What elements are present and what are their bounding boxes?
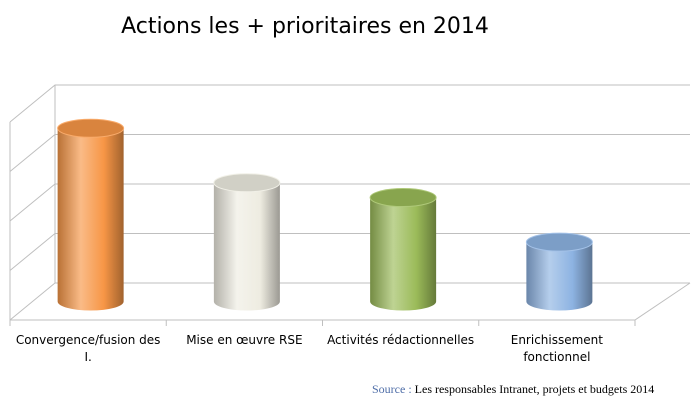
grid-line bbox=[9, 84, 690, 123]
cylinder-top bbox=[57, 118, 125, 138]
cylinder bbox=[526, 242, 593, 311]
x-tick-label: Mise en œuvre RSE bbox=[186, 333, 303, 347]
x-tick-label: Enrichissement fonctionnel bbox=[510, 333, 603, 364]
source-text: Les responsables Intranet, projets et bu… bbox=[414, 382, 655, 396]
cylinder-top bbox=[213, 173, 281, 193]
cylinder-top bbox=[369, 188, 437, 208]
source-label: Source : bbox=[372, 382, 412, 396]
cylinder bbox=[213, 182, 280, 311]
x-tick-label: Convergence/fusion des I. bbox=[15, 333, 161, 364]
cylinder bbox=[370, 197, 437, 311]
cylinder-top bbox=[525, 232, 593, 252]
chart-title: Actions les + prioritaires en 2014 bbox=[121, 14, 489, 39]
source: Source : Les responsables Intranet, proj… bbox=[372, 382, 654, 397]
x-tick-label: Activités rédactionnelles bbox=[327, 333, 475, 347]
cylinder bbox=[57, 128, 124, 311]
